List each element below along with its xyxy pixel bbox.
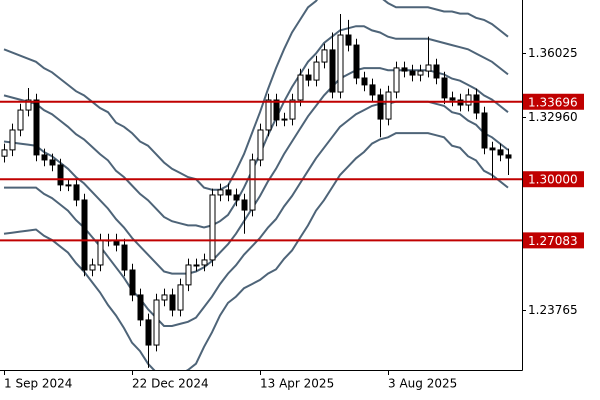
band-line bbox=[3, 132, 509, 370]
band-line bbox=[3, 0, 509, 191]
candle-body bbox=[209, 194, 216, 261]
candle-body bbox=[481, 112, 488, 149]
candle-body bbox=[281, 118, 288, 121]
candle-body bbox=[201, 259, 208, 266]
x-tick-label: 13 Apr 2025 bbox=[260, 377, 334, 391]
candle-body bbox=[465, 94, 472, 106]
candle-body bbox=[17, 109, 24, 131]
candle-body bbox=[257, 129, 264, 161]
band-line bbox=[3, 25, 509, 229]
candle-body bbox=[497, 149, 504, 156]
candle-body bbox=[273, 99, 280, 121]
candle-body bbox=[401, 67, 408, 72]
candle-body bbox=[409, 70, 416, 76]
candle-body bbox=[241, 199, 248, 211]
candle-body bbox=[345, 34, 352, 46]
y-tick-label: 1.36025 bbox=[528, 46, 578, 60]
plot-area bbox=[1, 0, 512, 370]
candle-body bbox=[9, 129, 16, 151]
candle-body bbox=[177, 284, 184, 311]
candle-body bbox=[233, 194, 240, 201]
candle-body bbox=[89, 264, 96, 271]
y-tick-label: 1.32960 bbox=[528, 110, 578, 124]
level-label-box bbox=[523, 171, 584, 188]
candle-body bbox=[265, 99, 272, 131]
candle-body bbox=[337, 34, 344, 93]
candle-body bbox=[417, 70, 424, 76]
candle-body bbox=[65, 184, 72, 187]
candle-body bbox=[385, 91, 392, 120]
candle-body bbox=[73, 184, 80, 201]
candle-body bbox=[433, 64, 440, 79]
candle-body bbox=[121, 244, 128, 271]
candle-body bbox=[393, 67, 400, 93]
candle-body bbox=[33, 99, 40, 156]
candle-body bbox=[25, 99, 32, 111]
candle-body bbox=[489, 147, 496, 151]
x-tick-label: 3 Aug 2025 bbox=[388, 377, 457, 391]
level-label-box bbox=[523, 232, 584, 249]
y-tick-label: 1.23765 bbox=[528, 303, 578, 317]
level-label: 1.27083 bbox=[528, 234, 578, 248]
candle-body bbox=[305, 74, 312, 81]
candle-body bbox=[137, 294, 144, 321]
x-tick-label: 22 Dec 2024 bbox=[132, 377, 209, 391]
candle-body bbox=[321, 49, 328, 63]
candle-body bbox=[289, 99, 296, 120]
candle-body bbox=[329, 49, 336, 93]
candle-body bbox=[193, 264, 200, 267]
candle-body bbox=[297, 74, 304, 101]
x-tick-label: 1 Sep 2024 bbox=[4, 377, 72, 391]
candle-body bbox=[185, 264, 192, 286]
candle-body bbox=[361, 77, 368, 86]
candle-body bbox=[217, 189, 224, 196]
candle-body bbox=[49, 159, 56, 166]
candle-body bbox=[57, 164, 64, 186]
candle-body bbox=[425, 64, 432, 72]
candle-body bbox=[145, 319, 152, 346]
band-line bbox=[3, 67, 509, 275]
level-label: 1.30000 bbox=[528, 173, 578, 187]
band-line bbox=[4, 100, 509, 327]
candle-body bbox=[449, 97, 456, 101]
candle-body bbox=[129, 269, 136, 296]
axes: 1.36025 1.32960 1.23765 1 Sep 2024 22 Dec 20… bbox=[0, 0, 578, 391]
candle-body bbox=[41, 154, 48, 161]
level-label: 1.33696 bbox=[528, 95, 578, 109]
candle-body bbox=[505, 154, 512, 159]
candle-body bbox=[169, 294, 176, 311]
candle-body bbox=[369, 84, 376, 96]
candle-body bbox=[1, 149, 8, 157]
candle-body bbox=[441, 77, 448, 99]
candle-body bbox=[161, 294, 168, 301]
level-label-box bbox=[523, 93, 584, 110]
candle-body bbox=[97, 239, 104, 266]
candle-body bbox=[313, 61, 320, 81]
candle-body bbox=[81, 199, 88, 271]
candle-body bbox=[225, 189, 232, 196]
candle-body bbox=[377, 94, 384, 120]
candle-body bbox=[353, 44, 360, 79]
candle-body bbox=[153, 299, 160, 346]
candle-body bbox=[473, 94, 480, 114]
candle-body bbox=[249, 159, 256, 211]
